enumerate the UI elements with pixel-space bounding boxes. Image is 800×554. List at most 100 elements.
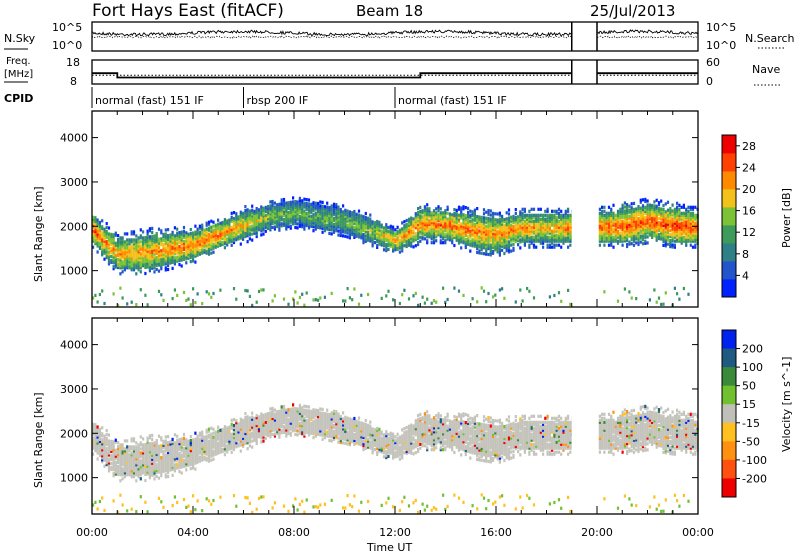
- power-cell: [310, 224, 313, 228]
- power-cell: [651, 207, 654, 211]
- velocity-cell: [214, 450, 217, 454]
- power-cell: [117, 240, 120, 244]
- power-cell: [442, 227, 445, 231]
- power-cell: [616, 217, 620, 221]
- power-cell: [185, 231, 188, 235]
- power-cell: [487, 223, 490, 227]
- velocity-cell: [117, 453, 120, 457]
- power-cell: [451, 237, 454, 241]
- power-cell: [612, 239, 615, 243]
- power-cell: [564, 217, 567, 221]
- noise-right-label: N.Search: [745, 32, 795, 45]
- velocity-cell: [157, 496, 161, 500]
- power-cell: [264, 221, 267, 225]
- power-cell: [567, 215, 570, 219]
- power-cell: [257, 220, 261, 224]
- power-cell: [210, 251, 213, 255]
- power-cell: [355, 234, 358, 238]
- velocity-cell: [223, 445, 226, 449]
- power-cell: [691, 227, 695, 231]
- velocity-cell: [142, 461, 145, 465]
- power-cell: [130, 268, 133, 272]
- power-cell: [676, 235, 679, 239]
- velocity-cell: [212, 431, 215, 435]
- power-cell: [426, 231, 429, 235]
- velocity-cell: [137, 471, 140, 475]
- velocity-cell: [117, 472, 120, 477]
- power-cell: [614, 237, 617, 241]
- power-cell: [544, 223, 547, 227]
- power-cell: [669, 235, 672, 239]
- power-cell: [660, 199, 663, 203]
- power-cell: [307, 216, 311, 220]
- power-cell: [178, 241, 181, 245]
- power-cell: [182, 245, 186, 249]
- power-cell: [492, 223, 495, 227]
- velocity-cell: [171, 445, 174, 449]
- power-cell: [323, 217, 326, 221]
- power-cell: [426, 227, 429, 231]
- power-cell: [426, 207, 429, 211]
- power-cell: [437, 229, 440, 233]
- power-cell: [467, 240, 470, 244]
- power-cell: [662, 211, 665, 215]
- power-cell: [682, 205, 685, 209]
- power-cell: [182, 231, 186, 235]
- power-cell: [260, 229, 263, 233]
- power-cell: [321, 200, 324, 204]
- power-cell: [401, 221, 404, 225]
- power-cell: [157, 227, 161, 231]
- velocity-cell: [221, 427, 224, 432]
- power-cell: [542, 239, 545, 243]
- velocity-cell: [144, 448, 147, 453]
- power-cell: [646, 211, 649, 215]
- power-cell: [407, 223, 411, 227]
- power-cell: [194, 252, 197, 256]
- power-cell: [323, 227, 326, 231]
- velocity-cell: [169, 460, 172, 464]
- power-cell: [212, 224, 215, 228]
- velocity-cell: [187, 441, 190, 445]
- power-cell: [355, 232, 358, 236]
- power-cell: [505, 249, 508, 253]
- power-cell: [330, 206, 333, 210]
- power-cell: [444, 213, 447, 217]
- power-cell: [691, 215, 695, 219]
- power-cell: [694, 223, 697, 227]
- power-cell: [319, 224, 322, 228]
- power-cell: [423, 209, 426, 213]
- velocity-cell: [155, 464, 158, 469]
- power-cell: [396, 247, 399, 251]
- velocity-cell: [169, 458, 172, 462]
- power-cell: [494, 224, 497, 228]
- power-cell: [107, 258, 111, 262]
- power-cell: [687, 205, 690, 209]
- power-cell: [260, 207, 263, 211]
- power-cell: [360, 230, 363, 234]
- power-cell: [507, 234, 511, 238]
- power-cell: [401, 235, 404, 239]
- power-cell: [623, 213, 626, 217]
- power-cell: [685, 213, 688, 217]
- velocity-cell: [101, 452, 104, 456]
- power-cell: [148, 257, 151, 261]
- power-cell: [537, 227, 540, 231]
- power-cell: [298, 295, 301, 300]
- power-cell: [610, 225, 613, 229]
- velocity-cell: [153, 441, 156, 445]
- power-cell: [507, 236, 511, 240]
- power-cell: [539, 219, 542, 223]
- power-cell: [405, 232, 408, 237]
- power-cell: [487, 231, 490, 235]
- power-cell: [546, 227, 549, 231]
- power-cell: [505, 231, 508, 235]
- power-cell: [603, 227, 606, 231]
- power-cell: [694, 227, 697, 231]
- power-cell: [641, 212, 645, 216]
- power-cell: [464, 221, 467, 226]
- power-cell: [457, 213, 461, 217]
- velocity-cell: [201, 440, 204, 444]
- power-cell: [328, 211, 331, 216]
- power-cell: [162, 244, 165, 248]
- cpid-segments: normal (fast) 151 IF rbsp 200 IF normal (f…: [91, 87, 507, 108]
